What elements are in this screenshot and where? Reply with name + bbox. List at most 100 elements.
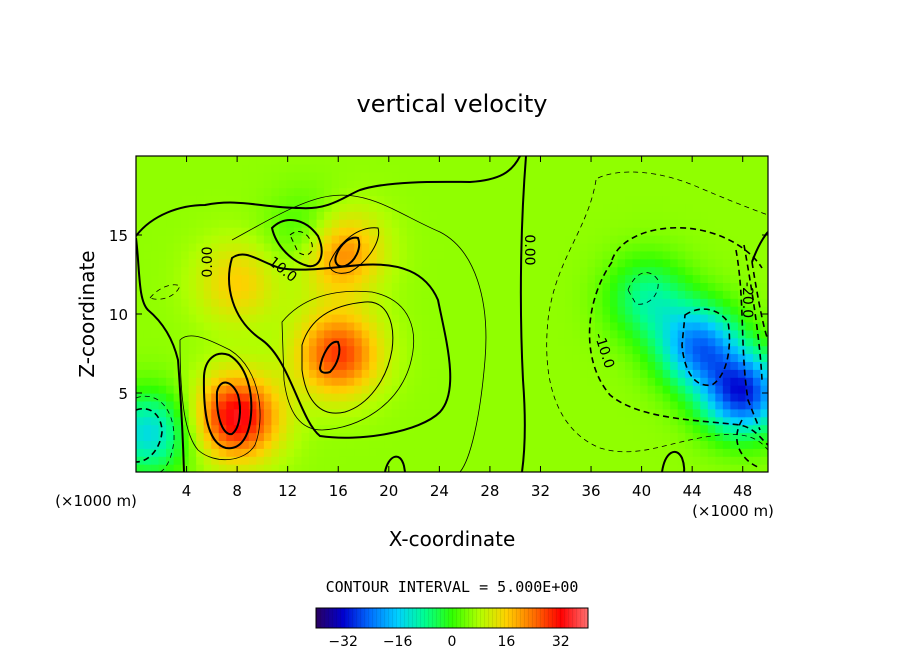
heatmap-cell bbox=[166, 306, 175, 315]
heatmap-cell bbox=[226, 377, 235, 386]
heatmap-cell bbox=[324, 156, 333, 165]
heatmap-cell bbox=[136, 329, 145, 339]
heatmap-cell bbox=[361, 353, 370, 362]
heatmap-cell bbox=[640, 298, 649, 307]
heatmap-cell bbox=[564, 250, 573, 260]
heatmap-cell bbox=[722, 242, 731, 252]
heatmap-cell bbox=[617, 464, 626, 472]
heatmap-cell bbox=[151, 203, 160, 212]
heatmap-cell bbox=[406, 353, 415, 362]
heatmap-cell bbox=[662, 179, 671, 189]
heatmap-cell bbox=[489, 306, 498, 315]
heatmap-cell bbox=[527, 440, 536, 449]
heatmap-cell bbox=[685, 227, 694, 236]
heatmap-cell bbox=[542, 385, 551, 394]
heatmap-cell bbox=[610, 266, 619, 276]
heatmap-cell bbox=[745, 258, 754, 268]
heatmap-cell bbox=[587, 179, 596, 189]
heatmap-cell bbox=[579, 163, 589, 173]
heatmap-cell bbox=[444, 298, 453, 307]
heatmap-cell bbox=[700, 440, 709, 449]
heatmap-cell bbox=[602, 306, 611, 315]
heatmap-cell bbox=[752, 353, 762, 362]
heatmap-cell bbox=[436, 377, 446, 386]
heatmap-cell bbox=[151, 298, 160, 307]
heatmap-cell bbox=[406, 464, 415, 472]
heatmap-cell bbox=[196, 377, 205, 386]
heatmap-cell bbox=[248, 187, 257, 197]
heatmap-cell bbox=[151, 321, 160, 331]
heatmap-cell bbox=[188, 448, 197, 457]
heatmap-cell bbox=[301, 385, 310, 394]
heatmap-cell bbox=[519, 250, 528, 260]
heatmap-cell bbox=[527, 337, 536, 347]
heatmap-cell bbox=[467, 440, 476, 449]
heatmap-cell bbox=[369, 393, 378, 402]
heatmap-cell bbox=[248, 448, 257, 457]
heatmap-cell bbox=[542, 369, 551, 378]
heatmap-cell bbox=[692, 408, 701, 418]
heatmap-cell bbox=[241, 227, 250, 236]
heatmap-cell bbox=[158, 195, 167, 204]
heatmap-cell bbox=[572, 314, 581, 323]
heatmap-cell bbox=[512, 306, 521, 315]
heatmap-cell bbox=[760, 385, 768, 394]
heatmap-cell bbox=[504, 456, 513, 465]
heatmap-cell bbox=[346, 219, 355, 228]
heatmap-cell bbox=[655, 242, 664, 252]
heatmap-cell bbox=[452, 361, 461, 370]
heatmap-cell bbox=[316, 235, 325, 244]
heatmap-cell bbox=[587, 258, 596, 268]
heatmap-cell bbox=[459, 163, 468, 173]
heatmap-cell bbox=[203, 369, 212, 378]
heatmap-cell bbox=[730, 227, 739, 236]
heatmap-cell bbox=[316, 337, 325, 347]
heatmap-cell bbox=[331, 219, 340, 228]
heatmap-cell bbox=[452, 345, 461, 355]
heatmap-cell bbox=[391, 353, 400, 362]
heatmap-cell bbox=[436, 235, 446, 244]
heatmap-cell bbox=[692, 337, 701, 347]
heatmap-cell bbox=[166, 298, 175, 307]
heatmap-cell bbox=[745, 306, 754, 315]
heatmap-cell bbox=[173, 163, 182, 173]
heatmap-cell bbox=[399, 361, 408, 370]
heatmap-cell bbox=[452, 163, 461, 173]
heatmap-cell bbox=[361, 250, 370, 260]
heatmap-cell bbox=[474, 179, 483, 189]
heatmap-cell bbox=[692, 432, 701, 441]
heatmap-cell bbox=[309, 329, 318, 339]
heatmap-cell bbox=[391, 250, 400, 260]
heatmap-cell bbox=[444, 424, 453, 434]
heatmap-cell bbox=[286, 211, 295, 220]
heatmap-cell bbox=[444, 187, 453, 197]
heatmap-cell bbox=[730, 314, 739, 323]
heatmap-cell bbox=[534, 345, 543, 355]
heatmap-cell bbox=[640, 416, 649, 426]
heatmap-cell bbox=[361, 337, 370, 347]
heatmap-cell bbox=[572, 250, 581, 260]
heatmap-cell bbox=[339, 329, 348, 339]
heatmap-cell bbox=[527, 306, 536, 315]
heatmap-cell bbox=[670, 464, 679, 472]
heatmap-cell bbox=[617, 235, 626, 244]
heatmap-cell bbox=[286, 187, 295, 197]
heatmap-cell bbox=[151, 156, 160, 165]
heatmap-cell bbox=[519, 329, 528, 339]
heatmap-cell bbox=[233, 179, 242, 189]
heatmap-cell bbox=[339, 250, 348, 260]
heatmap-cell bbox=[467, 385, 476, 394]
heatmap-cell bbox=[286, 282, 295, 291]
heatmap-cell bbox=[444, 361, 453, 370]
heatmap-cell bbox=[324, 171, 333, 181]
heatmap-cell bbox=[692, 393, 701, 402]
heatmap-cell bbox=[700, 187, 709, 197]
heatmap-cell bbox=[181, 464, 190, 472]
heatmap-cell bbox=[233, 424, 242, 434]
heatmap-cell bbox=[429, 345, 438, 355]
heatmap-cell bbox=[700, 242, 709, 252]
heatmap-cell bbox=[143, 242, 152, 252]
heatmap-cell bbox=[677, 329, 686, 339]
heatmap-cell bbox=[376, 274, 385, 283]
heatmap-cell bbox=[248, 219, 257, 228]
